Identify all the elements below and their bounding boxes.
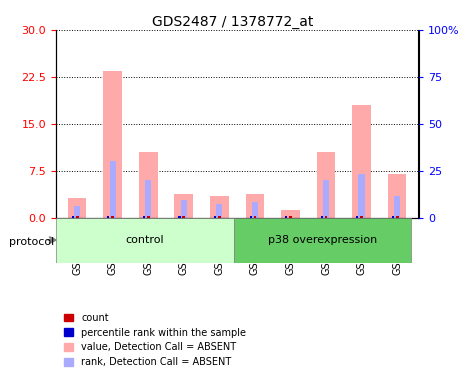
Bar <box>289 216 292 217</box>
Bar <box>323 180 329 218</box>
Bar <box>68 198 86 217</box>
Bar <box>360 216 363 217</box>
Bar <box>143 216 145 217</box>
Bar <box>285 216 287 217</box>
Bar <box>56 217 233 262</box>
Bar <box>216 204 222 218</box>
Bar <box>359 174 365 217</box>
Bar <box>181 200 187 217</box>
Bar <box>325 216 327 217</box>
Text: control: control <box>126 235 164 245</box>
Bar <box>147 216 150 217</box>
Bar <box>253 216 256 217</box>
Bar <box>110 161 116 218</box>
Bar <box>111 216 114 217</box>
Bar <box>174 194 193 217</box>
Bar <box>246 194 264 217</box>
Bar <box>394 196 400 217</box>
Bar <box>250 216 252 217</box>
Bar <box>76 216 79 217</box>
Bar <box>317 152 335 217</box>
Legend: count, percentile rank within the sample, value, Detection Call = ABSENT, rank, : count, percentile rank within the sample… <box>60 310 249 370</box>
Bar <box>233 217 412 262</box>
Text: p38 overexpression: p38 overexpression <box>268 235 377 245</box>
Bar <box>210 196 229 217</box>
Bar <box>388 174 406 217</box>
Text: protocol: protocol <box>9 237 54 247</box>
Bar <box>74 206 80 218</box>
Bar <box>182 216 185 217</box>
Bar <box>356 216 359 217</box>
Bar <box>214 216 216 217</box>
Bar <box>281 210 300 218</box>
Bar <box>179 216 180 217</box>
Bar <box>218 216 221 217</box>
Bar <box>352 105 371 218</box>
Bar <box>103 70 122 217</box>
Bar <box>139 152 158 217</box>
Text: GDS2487 / 1378772_at: GDS2487 / 1378772_at <box>152 15 313 29</box>
Bar <box>145 180 152 218</box>
Bar <box>392 216 394 217</box>
Bar <box>107 216 109 217</box>
Bar <box>321 216 323 217</box>
Bar <box>396 216 399 217</box>
Bar <box>252 202 258 217</box>
Bar <box>72 216 74 217</box>
